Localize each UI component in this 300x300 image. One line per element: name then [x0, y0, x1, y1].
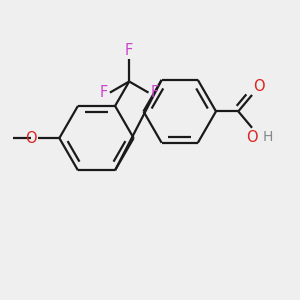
Text: F: F	[100, 85, 108, 100]
Text: O: O	[246, 130, 258, 145]
Text: F: F	[125, 43, 133, 58]
Text: O: O	[26, 130, 37, 146]
Text: O: O	[253, 79, 265, 94]
Text: F: F	[150, 85, 158, 100]
Text: H: H	[262, 130, 272, 143]
